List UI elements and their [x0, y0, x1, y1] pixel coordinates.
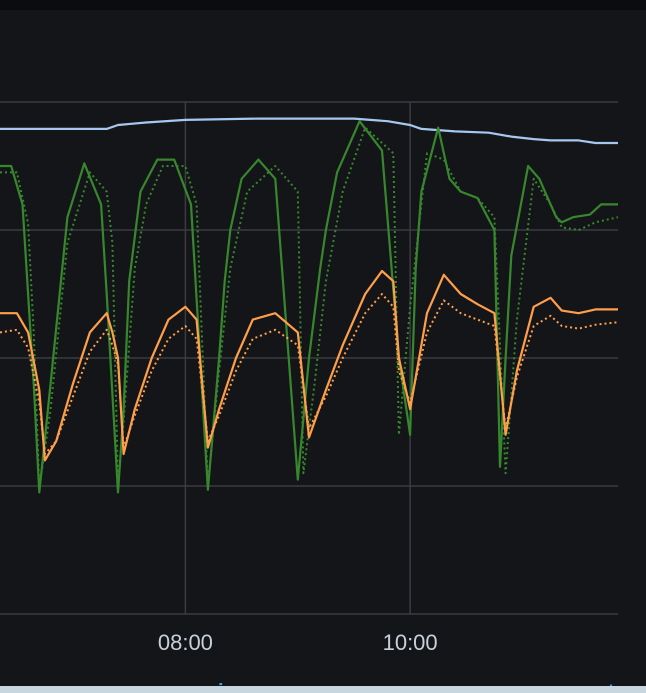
x-axis-ticks: 08:00 10:00	[158, 630, 438, 655]
series-group	[0, 117, 619, 494]
line-chart: 08:00 10:00 min max avg current	[0, 101, 619, 686]
x-tick-label-1: 10:00	[383, 630, 438, 655]
legend-strip	[0, 686, 646, 693]
legend-header-min[interactable]: min	[200, 681, 236, 686]
legend-headers[interactable]: min max avg current	[200, 681, 615, 686]
x-tick-label-0: 08:00	[158, 630, 213, 655]
legend-header-avg[interactable]: avg	[455, 681, 489, 686]
legend-header-current[interactable]: current	[546, 681, 615, 686]
series-line-1	[0, 120, 618, 494]
top-bar	[0, 0, 646, 10]
series-line-0	[0, 117, 618, 145]
legend-header-max[interactable]: max	[322, 681, 362, 686]
series-line-2	[0, 126, 619, 490]
series-line-4	[0, 293, 619, 455]
